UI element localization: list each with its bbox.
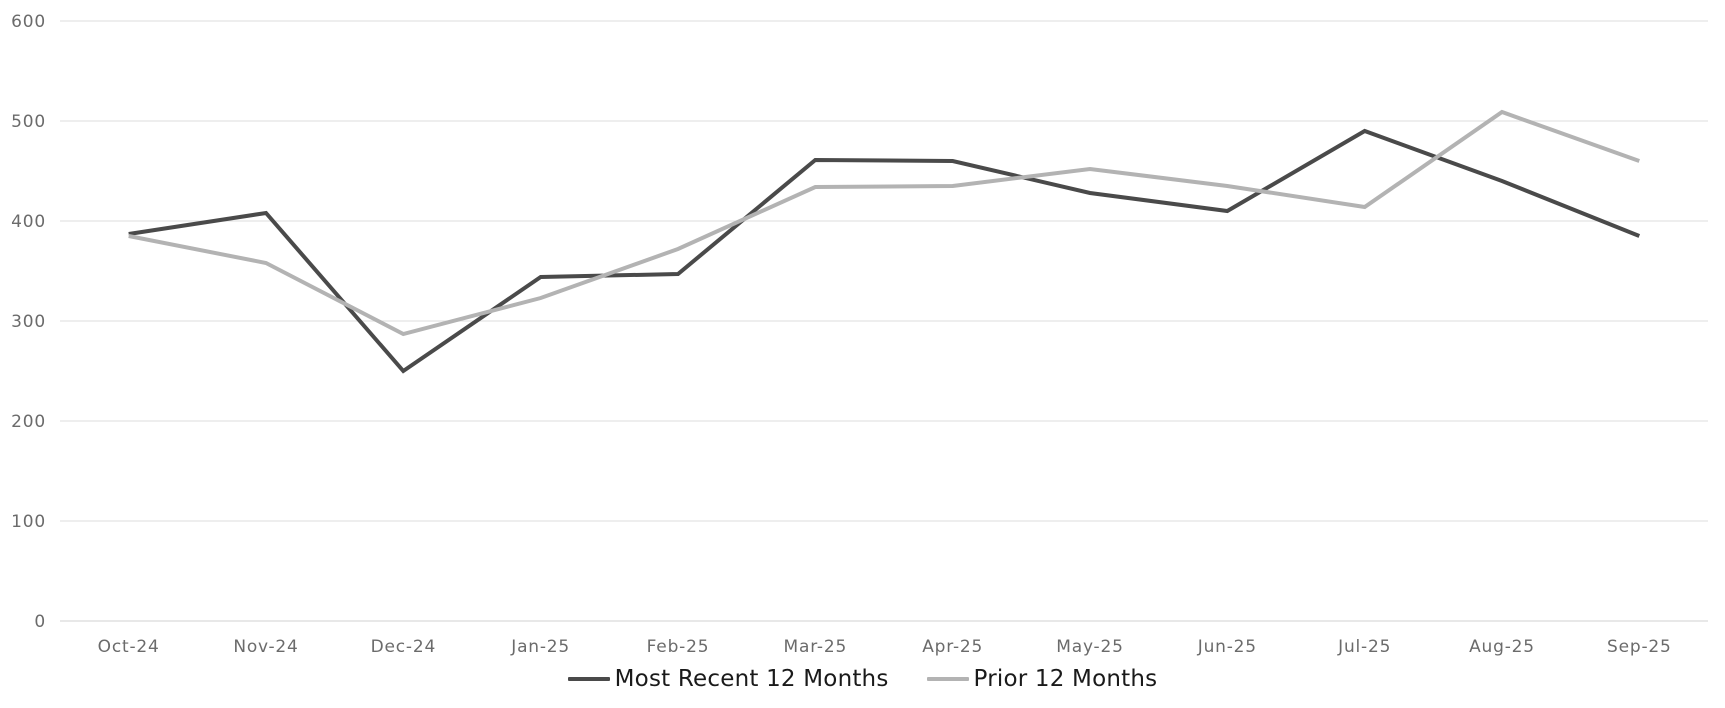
x-axis-tick-label: Jan-25 xyxy=(510,637,570,657)
series-line-most-recent-12-months[interactable] xyxy=(128,128,1641,374)
x-axis-tick-label: Nov-24 xyxy=(233,637,298,657)
x-axis-tick-label: May-25 xyxy=(1056,637,1123,657)
legend-label-most-recent: Most Recent 12 Months xyxy=(614,666,889,692)
x-axis-tick-label: Feb-25 xyxy=(647,637,710,657)
x-axis-tick-label: Mar-25 xyxy=(784,637,848,657)
x-axis-tick-label: Sep-25 xyxy=(1607,637,1672,657)
x-axis-tick-label: Oct-24 xyxy=(98,637,160,657)
legend: Most Recent 12 Months Prior 12 Months xyxy=(0,666,1725,692)
y-axis-tick-label: 500 xyxy=(11,112,46,132)
y-axis-tick-label: 400 xyxy=(11,212,46,232)
x-axis-tick-label: Jun-25 xyxy=(1197,637,1257,657)
legend-swatch-most-recent-icon xyxy=(567,677,610,681)
legend-item-most-recent-12-months[interactable]: Most Recent 12 Months xyxy=(567,666,889,692)
y-axis-tick-label: 200 xyxy=(11,412,46,432)
y-axis-tick-label: 600 xyxy=(11,12,46,32)
y-axis-tick-label: 300 xyxy=(11,312,46,332)
x-axis-tick-label: Apr-25 xyxy=(922,637,983,657)
x-axis-tick-label: Aug-25 xyxy=(1469,637,1535,657)
legend-swatch-prior-icon xyxy=(926,677,969,681)
legend-item-prior-12-months[interactable]: Prior 12 Months xyxy=(926,666,1158,692)
series-line-prior-12-months[interactable] xyxy=(128,109,1640,337)
x-axis-tick-label: Dec-24 xyxy=(371,637,436,657)
x-axis-tick-label: Jul-25 xyxy=(1337,637,1391,657)
y-axis-tick-label: 100 xyxy=(11,512,46,532)
y-axis-tick-label: 0 xyxy=(34,612,46,632)
legend-label-prior: Prior 12 Months xyxy=(973,666,1158,692)
